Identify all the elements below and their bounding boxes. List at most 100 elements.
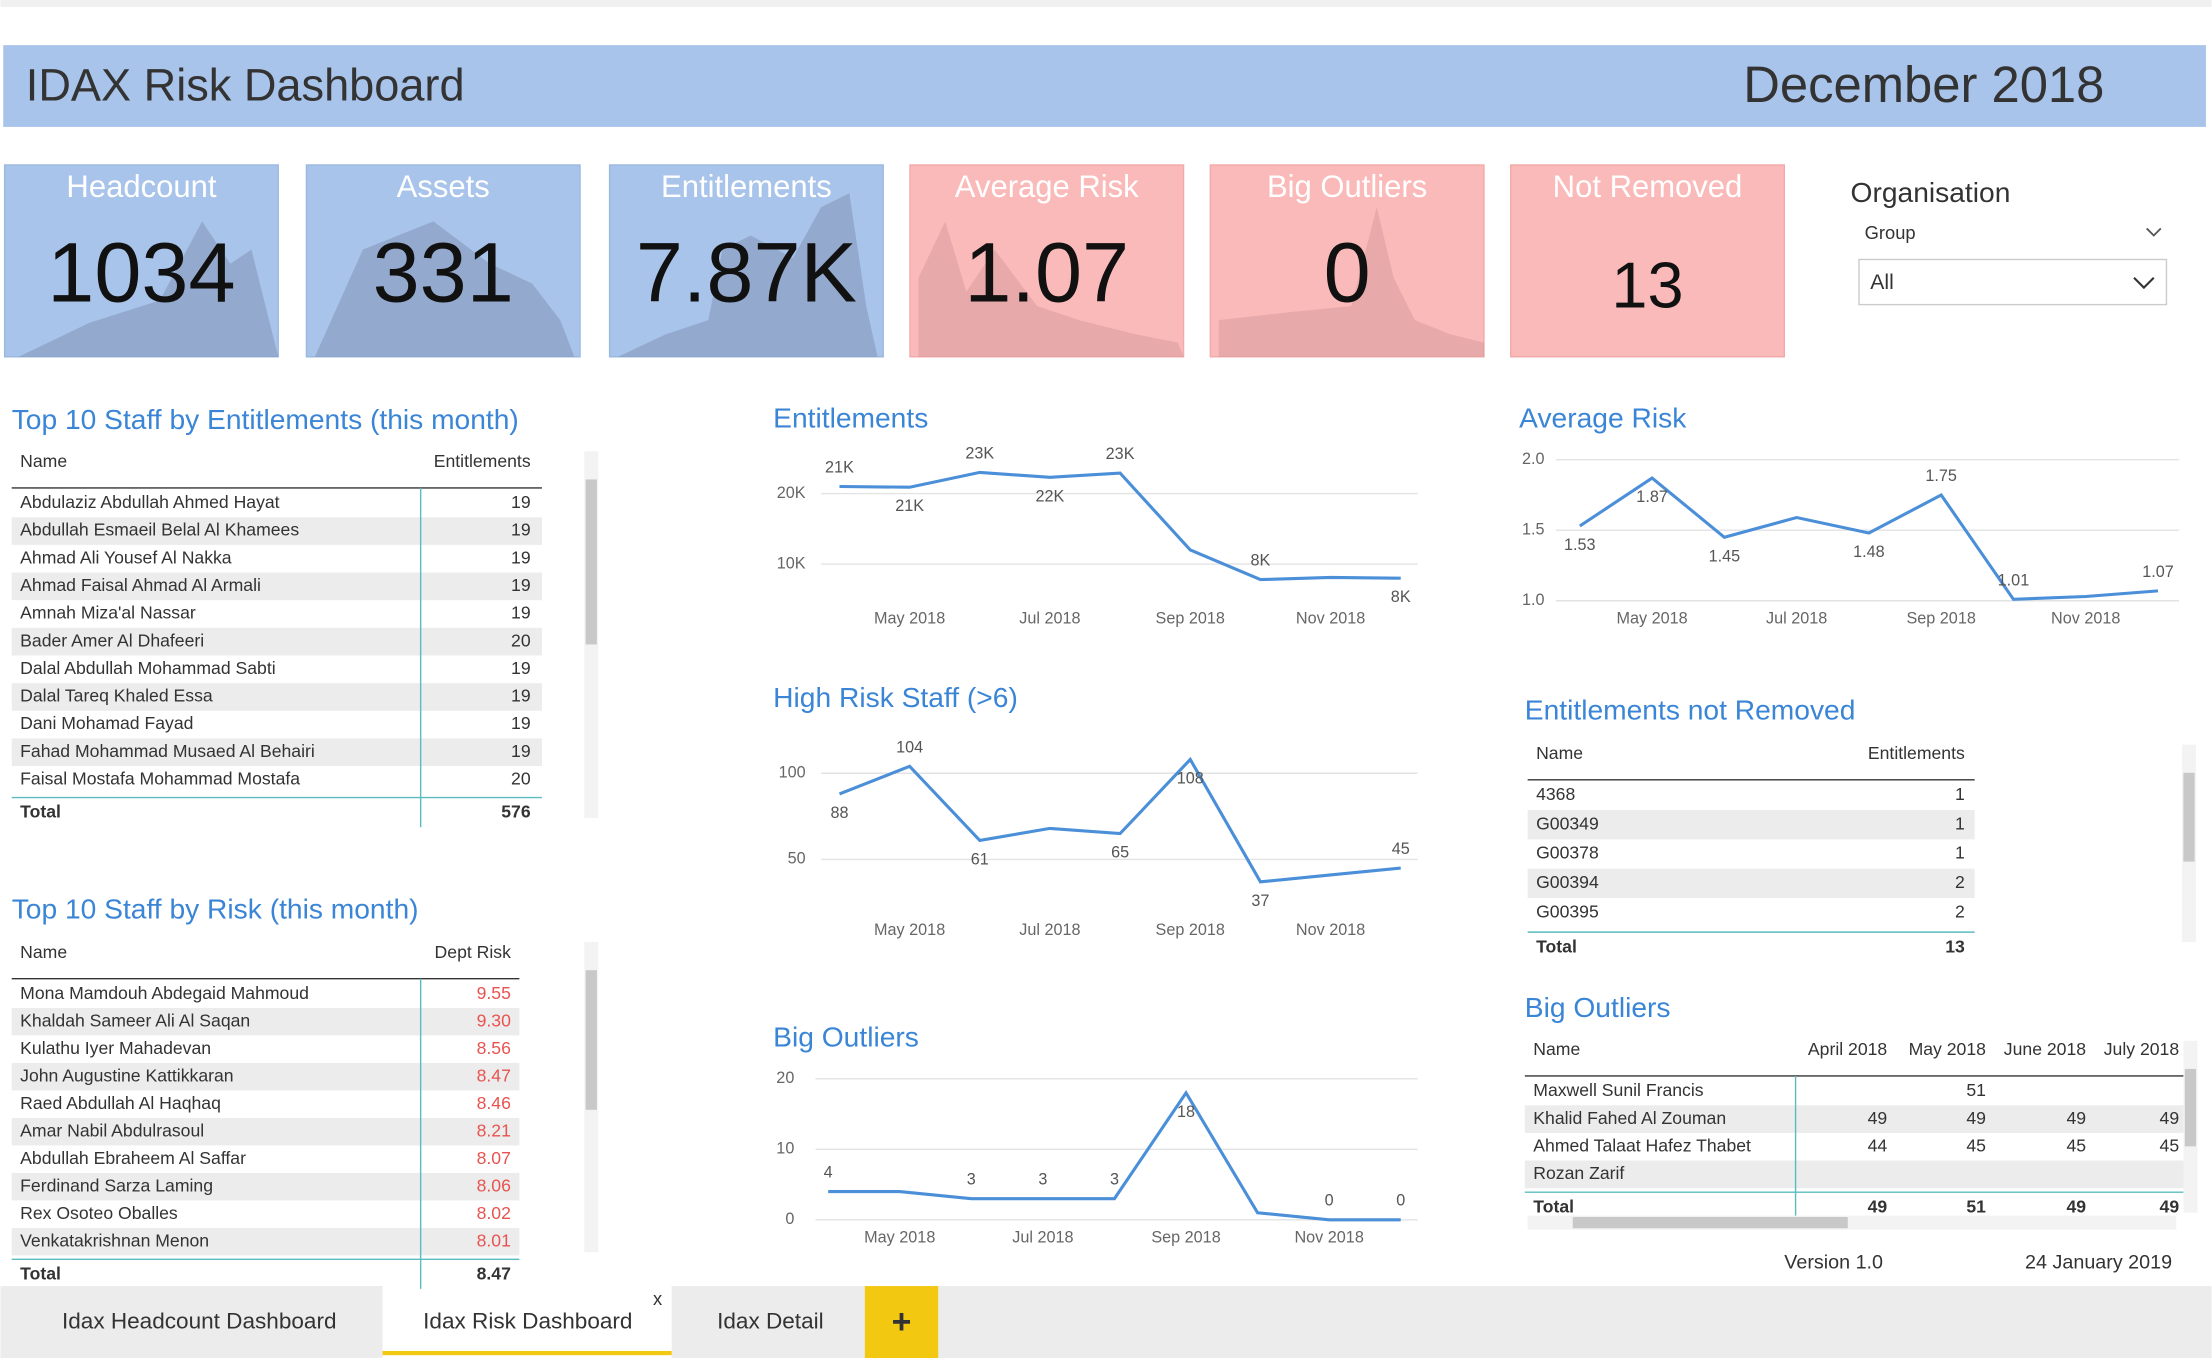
data-label: 65 <box>1111 844 1129 862</box>
scrollbar-thumb[interactable] <box>2183 772 2195 862</box>
total-cell: 49 <box>2066 1196 2086 1216</box>
x-tick-label: Jul 2018 <box>1012 1228 1073 1246</box>
data-label: 1.87 <box>1636 488 1668 506</box>
tab-bar <box>0 1286 2212 1358</box>
x-tick-label: Jul 2018 <box>1019 609 1080 627</box>
row-stripe <box>11 738 542 767</box>
kpi-label: Entitlements <box>661 169 832 204</box>
kpi-sparkline <box>314 221 575 357</box>
column-header[interactable]: Dept Risk <box>435 942 512 962</box>
data-label: 8K <box>1251 552 1271 570</box>
top-strip <box>0 0 2212 8</box>
table-cell: 19 <box>511 713 531 733</box>
kpi-label: Big Outliers <box>1267 169 1427 204</box>
column-header[interactable]: Entitlements <box>1868 743 1965 763</box>
scrollbar-thumb[interactable] <box>2184 1068 2197 1147</box>
active-tab-underline <box>382 1350 672 1356</box>
y-tick-label: 50 <box>788 850 806 868</box>
data-label: 61 <box>971 850 989 868</box>
footer-date: 24 January 2019 <box>2025 1252 2172 1274</box>
y-tick-label: 2.0 <box>1522 450 1545 468</box>
tab[interactable]: Idax Risk Dashboard <box>423 1309 632 1334</box>
column-header[interactable]: Name <box>20 451 67 471</box>
table-cell: Abdullah Esmaeil Belal Al Khamees <box>20 520 299 540</box>
table-title: Entitlements not Removed <box>1525 694 1856 726</box>
add-tab-icon[interactable]: + <box>892 1303 912 1341</box>
x-tick-label: May 2018 <box>874 609 945 627</box>
y-tick-label: 1.5 <box>1522 521 1545 539</box>
table-cell: 8.07 <box>477 1148 511 1168</box>
active-tab[interactable] <box>382 1286 672 1358</box>
table-cell: Dalal Abdullah Mohammad Sabti <box>20 658 275 678</box>
scrollbar-thumb[interactable] <box>585 970 597 1110</box>
row-stripe <box>1527 810 1975 840</box>
kpi-value: 1.07 <box>964 225 1129 320</box>
tab[interactable]: Idax Detail <box>717 1309 824 1334</box>
x-tick-label: Nov 2018 <box>1294 1228 1363 1246</box>
tab[interactable]: Idax Headcount Dashboard <box>62 1309 337 1334</box>
table-cell: 49 <box>2066 1108 2086 1128</box>
table-cell: Ahmed Talaat Hafez Thabet <box>1533 1135 1751 1155</box>
data-label: 3 <box>967 1171 976 1189</box>
data-label: 21K <box>895 497 924 515</box>
filter-dropdown[interactable] <box>1858 258 2168 306</box>
table-cell: 45 <box>1966 1135 1986 1155</box>
column-header[interactable]: June 2018 <box>2004 1039 2086 1059</box>
column-header[interactable]: Entitlements <box>434 451 531 471</box>
data-label: 1.48 <box>1853 543 1885 561</box>
filter-collapse[interactable] <box>2146 227 2162 237</box>
kpi-card <box>608 164 884 358</box>
table-cell: Abdulaziz Abdullah Ahmed Hayat <box>20 492 280 512</box>
dropdown-chevron <box>2133 277 2155 290</box>
table-cell: G00394 <box>1536 872 1599 892</box>
kpi-sparkline <box>18 221 279 357</box>
kpi-card <box>1510 164 1785 358</box>
row-stripe <box>11 1227 520 1256</box>
table-cell: Rozan Zarif <box>1533 1163 1624 1183</box>
table-cell: 9.55 <box>477 983 511 1003</box>
table-cell: 19 <box>511 575 531 595</box>
table-cell: 51 <box>1966 1080 1986 1100</box>
add-tab[interactable] <box>864 1286 939 1358</box>
column-header[interactable]: July 2018 <box>2104 1039 2180 1059</box>
table-title: Top 10 Staff by Entitlements (this month… <box>12 403 519 435</box>
table-title: Top 10 Staff by Risk (this month) <box>12 892 419 924</box>
table-cell: Raed Abdullah Al Haqhaq <box>20 1093 221 1113</box>
table-cell: Venkatakrishnan Menon <box>20 1230 209 1250</box>
data-label: 45 <box>1392 840 1410 858</box>
table-cell: 2 <box>1955 872 1965 892</box>
data-label: 23K <box>965 444 994 462</box>
table-cell: 19 <box>511 741 531 761</box>
column-header[interactable]: Name <box>1536 743 1583 763</box>
kpi-sparkline <box>918 221 1184 357</box>
data-label: 21K <box>825 458 854 476</box>
table-cell: Ahmad Faisal Ahmad Al Armali <box>20 575 261 595</box>
data-label: 0 <box>1325 1192 1334 1210</box>
table-cell: G00378 <box>1536 843 1599 863</box>
table-cell: 8.56 <box>477 1038 511 1058</box>
table-cell: Amnah Miza'al Nassar <box>20 603 196 623</box>
table-cell: 1 <box>1955 813 1965 833</box>
line-series <box>838 756 1401 884</box>
column-header[interactable]: May 2018 <box>1909 1039 1987 1059</box>
x-tick-label: May 2018 <box>1617 609 1688 627</box>
data-label: 3 <box>1110 1171 1119 1189</box>
scrollbar-thumb[interactable] <box>585 479 597 645</box>
h-scrollbar-thumb[interactable] <box>1572 1216 1848 1229</box>
column-header[interactable]: Name <box>20 942 67 962</box>
data-label: 1.01 <box>1998 571 2030 589</box>
column-header[interactable]: April 2018 <box>1808 1039 1888 1059</box>
table-cell: Ferdinand Sarza Laming <box>20 1175 213 1195</box>
total-cell: Total <box>20 802 61 822</box>
total-cell: Total <box>20 1263 61 1283</box>
column-header[interactable]: Name <box>1533 1039 1580 1059</box>
y-tick-label: 0 <box>785 1210 794 1228</box>
row-stripe <box>11 517 542 545</box>
tab-close[interactable]: x <box>653 1288 662 1309</box>
row-stripe <box>1524 1105 2185 1133</box>
table-cell: 8.06 <box>477 1175 511 1195</box>
filter-selected: All <box>1870 271 1894 294</box>
table-cell: Mona Mamdouh Abdegaid Mahmoud <box>20 983 309 1003</box>
row-stripe <box>11 683 542 711</box>
